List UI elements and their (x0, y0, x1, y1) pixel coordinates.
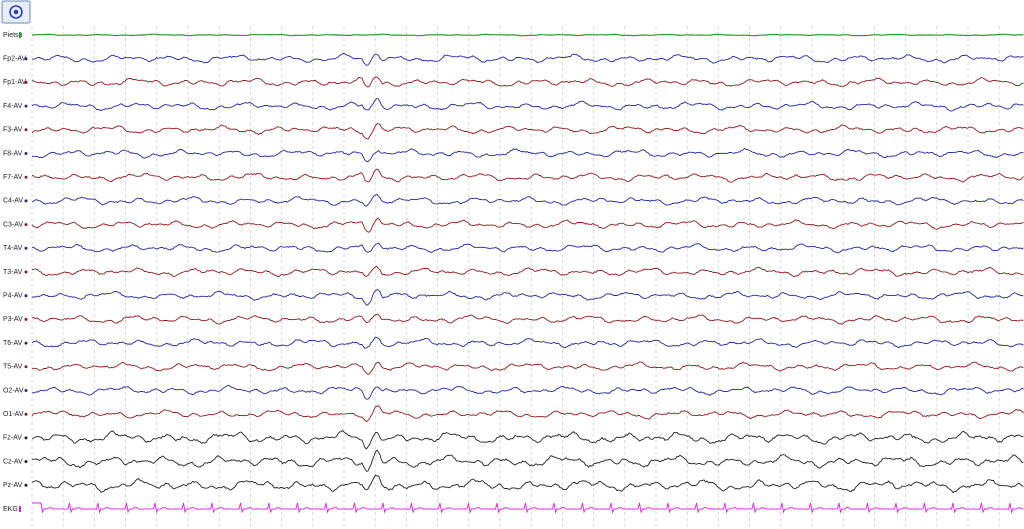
channel-label: P3-AV (3, 316, 23, 323)
channel-label: T6-AV (3, 340, 23, 347)
trace (31, 405, 1024, 423)
channel-label: P4-AV (3, 293, 23, 300)
channel-label: F7-AV (3, 174, 23, 181)
channel-label: T4-AV (3, 245, 23, 252)
trace (31, 97, 1024, 112)
channel-marker (19, 506, 21, 512)
channel-marker (24, 128, 28, 132)
trace (31, 33, 1024, 37)
trace (31, 76, 1024, 88)
trace (31, 288, 1024, 306)
channel-marker (24, 104, 28, 108)
channel-marker (24, 460, 28, 464)
trace (31, 361, 1024, 375)
channel-marker (24, 294, 28, 298)
button-icon-dot[interactable] (13, 9, 19, 15)
channel-label: F4-AV (3, 103, 23, 110)
trace (31, 449, 1024, 472)
channel-marker (24, 80, 28, 84)
channel-label: F8-AV (3, 150, 23, 157)
channel-marker (24, 270, 28, 274)
channel-marker (24, 317, 28, 321)
trace (31, 52, 1024, 66)
trace (31, 242, 1024, 254)
trace (31, 217, 1024, 233)
channel-label: O1-AV (3, 411, 24, 418)
channel-marker (24, 223, 28, 227)
trace (31, 193, 1024, 207)
channel-label: Pz-AV (3, 482, 23, 489)
channel-marker (24, 175, 28, 179)
channel-label: Fp2-AV (3, 56, 27, 63)
trace (31, 266, 1024, 278)
channel-marker (24, 57, 28, 61)
channel-marker (24, 436, 28, 440)
channel-label: O2-AV (3, 387, 24, 394)
channel-marker (24, 389, 28, 392)
channel-marker (24, 412, 28, 416)
channel-marker (24, 246, 28, 250)
trace (32, 502, 1024, 514)
channel-marker (24, 483, 28, 487)
trace (31, 123, 1024, 140)
channel-marker (19, 32, 21, 38)
channel-label: F3-AV (3, 127, 23, 134)
trace (31, 336, 1024, 349)
toolbar-button[interactable] (1, 0, 31, 24)
channel-label: EKG (3, 506, 18, 513)
trace (31, 147, 1024, 163)
channel-marker (24, 341, 28, 345)
channel-label: Cz-AV (3, 458, 23, 465)
channel-marker (24, 365, 28, 369)
trace (31, 429, 1024, 450)
button-icon[interactable] (9, 5, 23, 19)
channel-label: Fp1-AV (3, 79, 27, 86)
channel-marker (24, 152, 28, 155)
channel-label: T5-AV (3, 364, 23, 371)
channel-label: C4-AV (3, 198, 23, 205)
channel-label: C3-AV (3, 221, 23, 228)
trace (31, 168, 1024, 183)
channel-label: Fz-AV (3, 435, 22, 442)
channel-marker (24, 199, 28, 203)
trace (31, 474, 1024, 494)
channel-label: T3-AV (3, 269, 23, 276)
trace (32, 384, 1024, 400)
trace (31, 313, 1024, 325)
channel-label: Pietso (3, 32, 23, 39)
